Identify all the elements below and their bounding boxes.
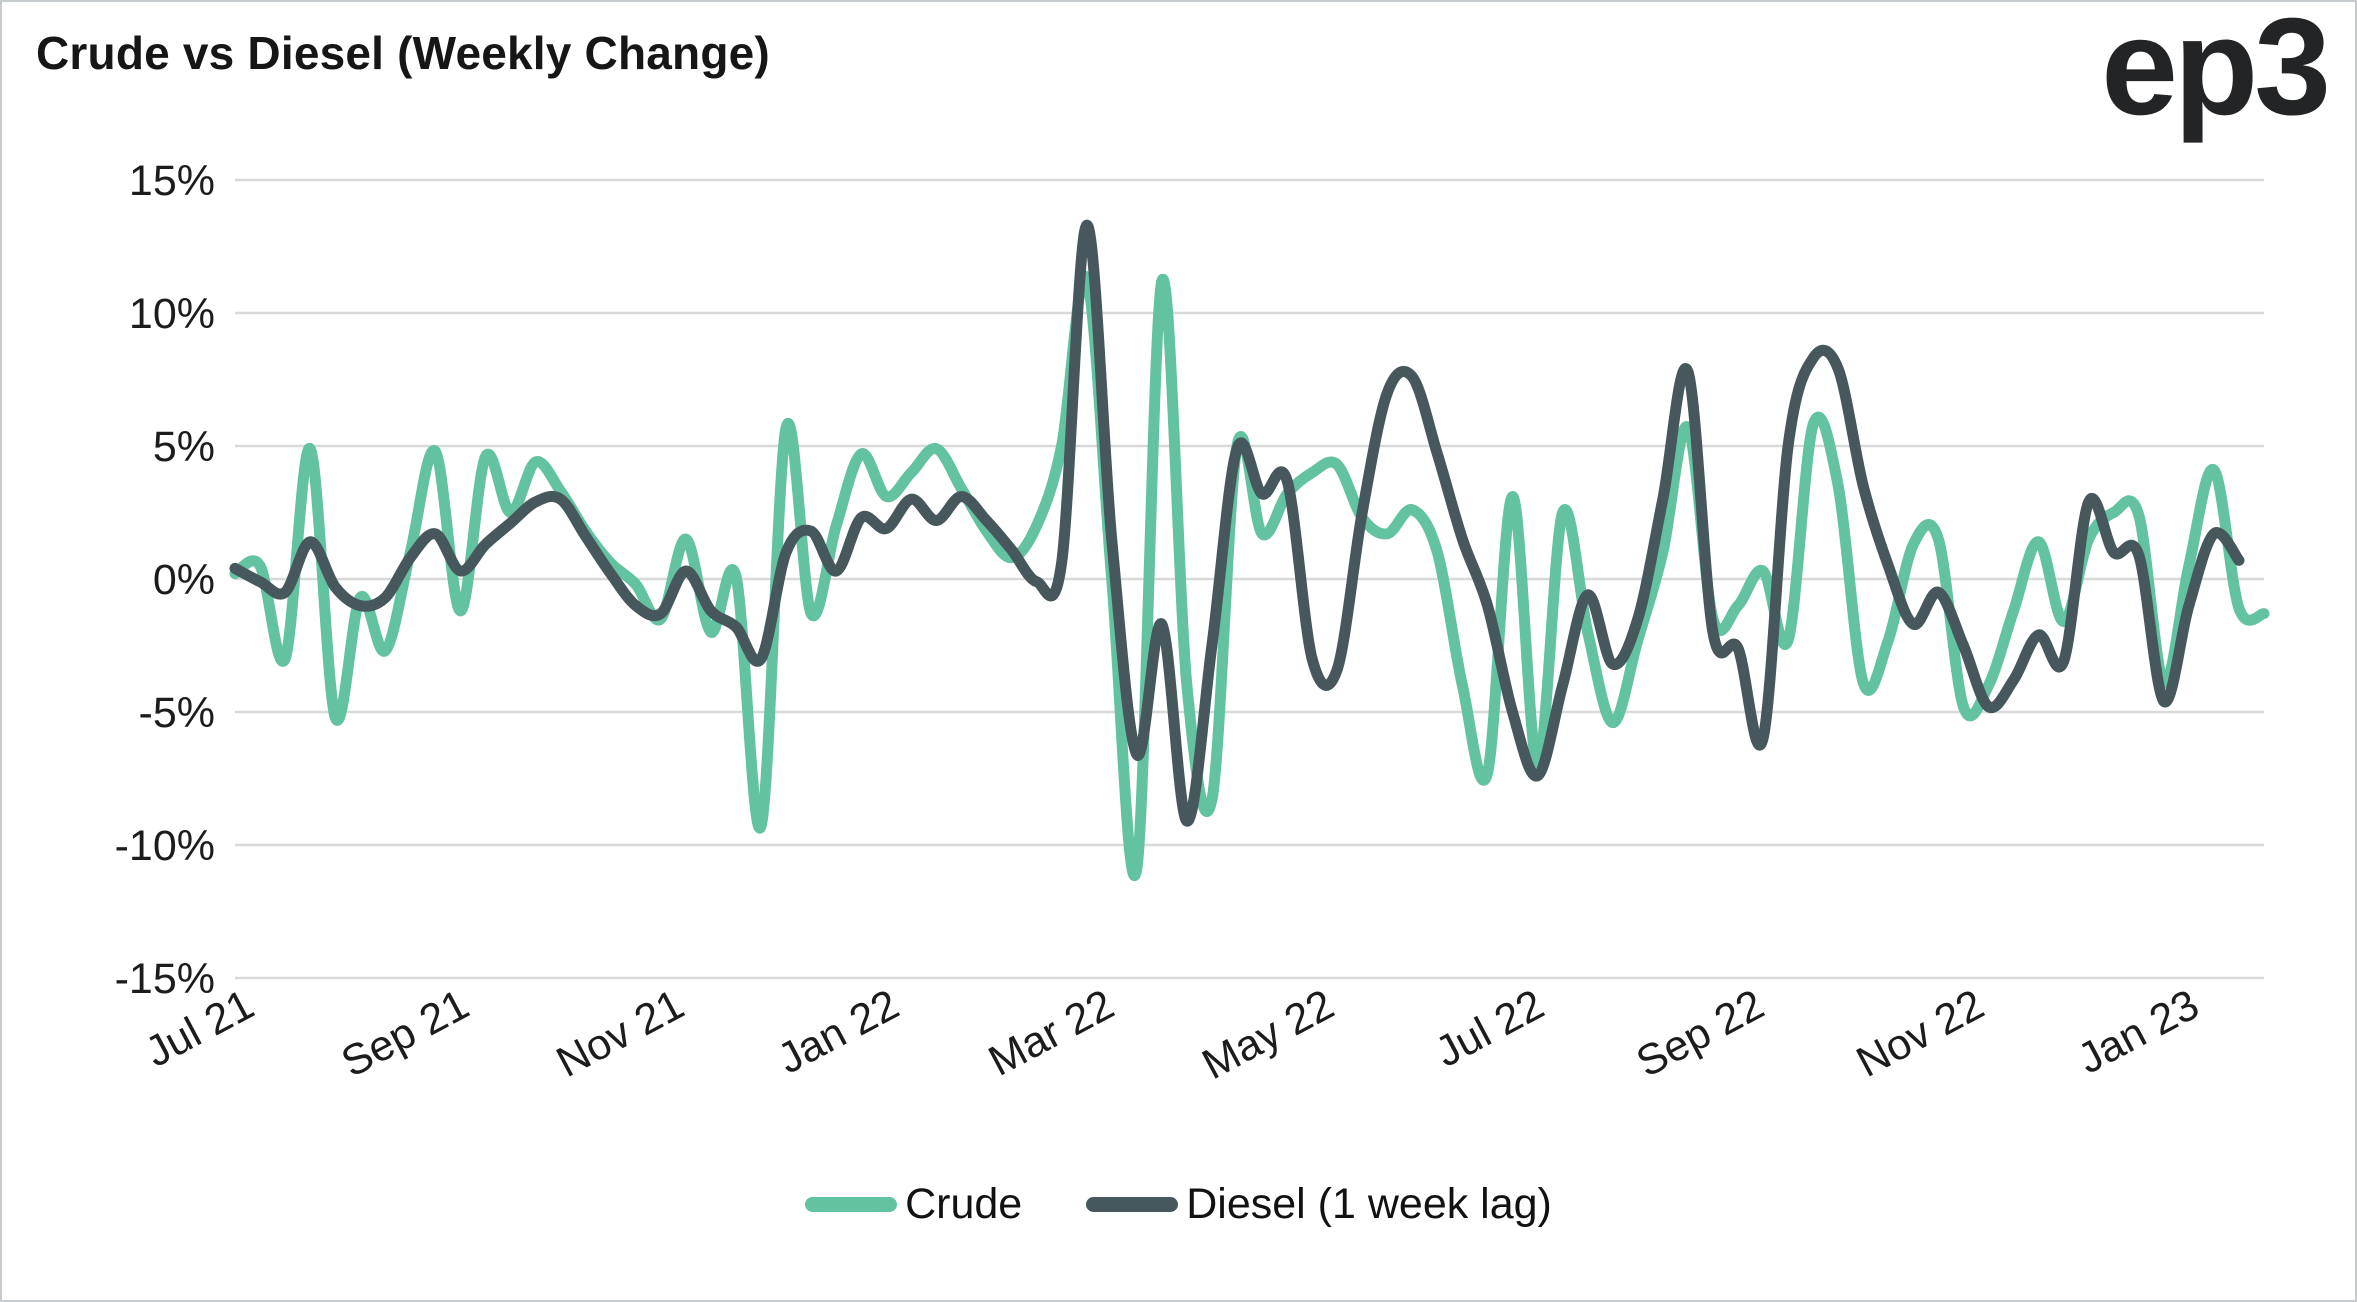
y-tick-label: 15% [129, 157, 215, 205]
x-tick-label: Jul 22 [1428, 980, 1552, 1076]
y-tick-label: 10% [129, 290, 215, 338]
diesel-line-swatch [1086, 1197, 1179, 1212]
x-tick-label: Sep 21 [334, 980, 477, 1086]
series-line-diesel [229, 219, 2245, 827]
y-tick-label: -10% [115, 822, 215, 870]
chart-legend: Crude Diesel (1 week lag) [2, 1180, 2355, 1229]
legend-item-diesel[interactable]: Diesel (1 week lag) [1086, 1180, 1552, 1229]
legend-item-crude[interactable]: Crude [805, 1180, 1022, 1229]
x-tick-label: Nov 21 [549, 980, 692, 1086]
ep3-logo: ep3 [2101, 0, 2331, 144]
x-tick-label: May 22 [1195, 980, 1342, 1089]
x-tick-label: Jan 23 [2070, 980, 2207, 1083]
x-tick-label: Nov 22 [1849, 980, 1992, 1086]
y-tick-label: -15% [115, 955, 215, 1003]
y-tick-label: 5% [153, 423, 215, 471]
y-tick-label: 0% [153, 556, 215, 604]
y-tick-label: -5% [139, 689, 215, 737]
legend-label-diesel: Diesel (1 week lag) [1186, 1180, 1552, 1228]
crude-line-swatch [805, 1197, 898, 1212]
x-tick-label: Mar 22 [981, 980, 1122, 1085]
chart-title: Crude vs Diesel (Weekly Change) [36, 27, 770, 79]
legend-label-crude: Crude [905, 1180, 1023, 1228]
series-line-crude [229, 270, 2270, 882]
x-tick-label: Sep 22 [1629, 980, 1772, 1086]
x-tick-label: Jan 22 [770, 980, 907, 1083]
